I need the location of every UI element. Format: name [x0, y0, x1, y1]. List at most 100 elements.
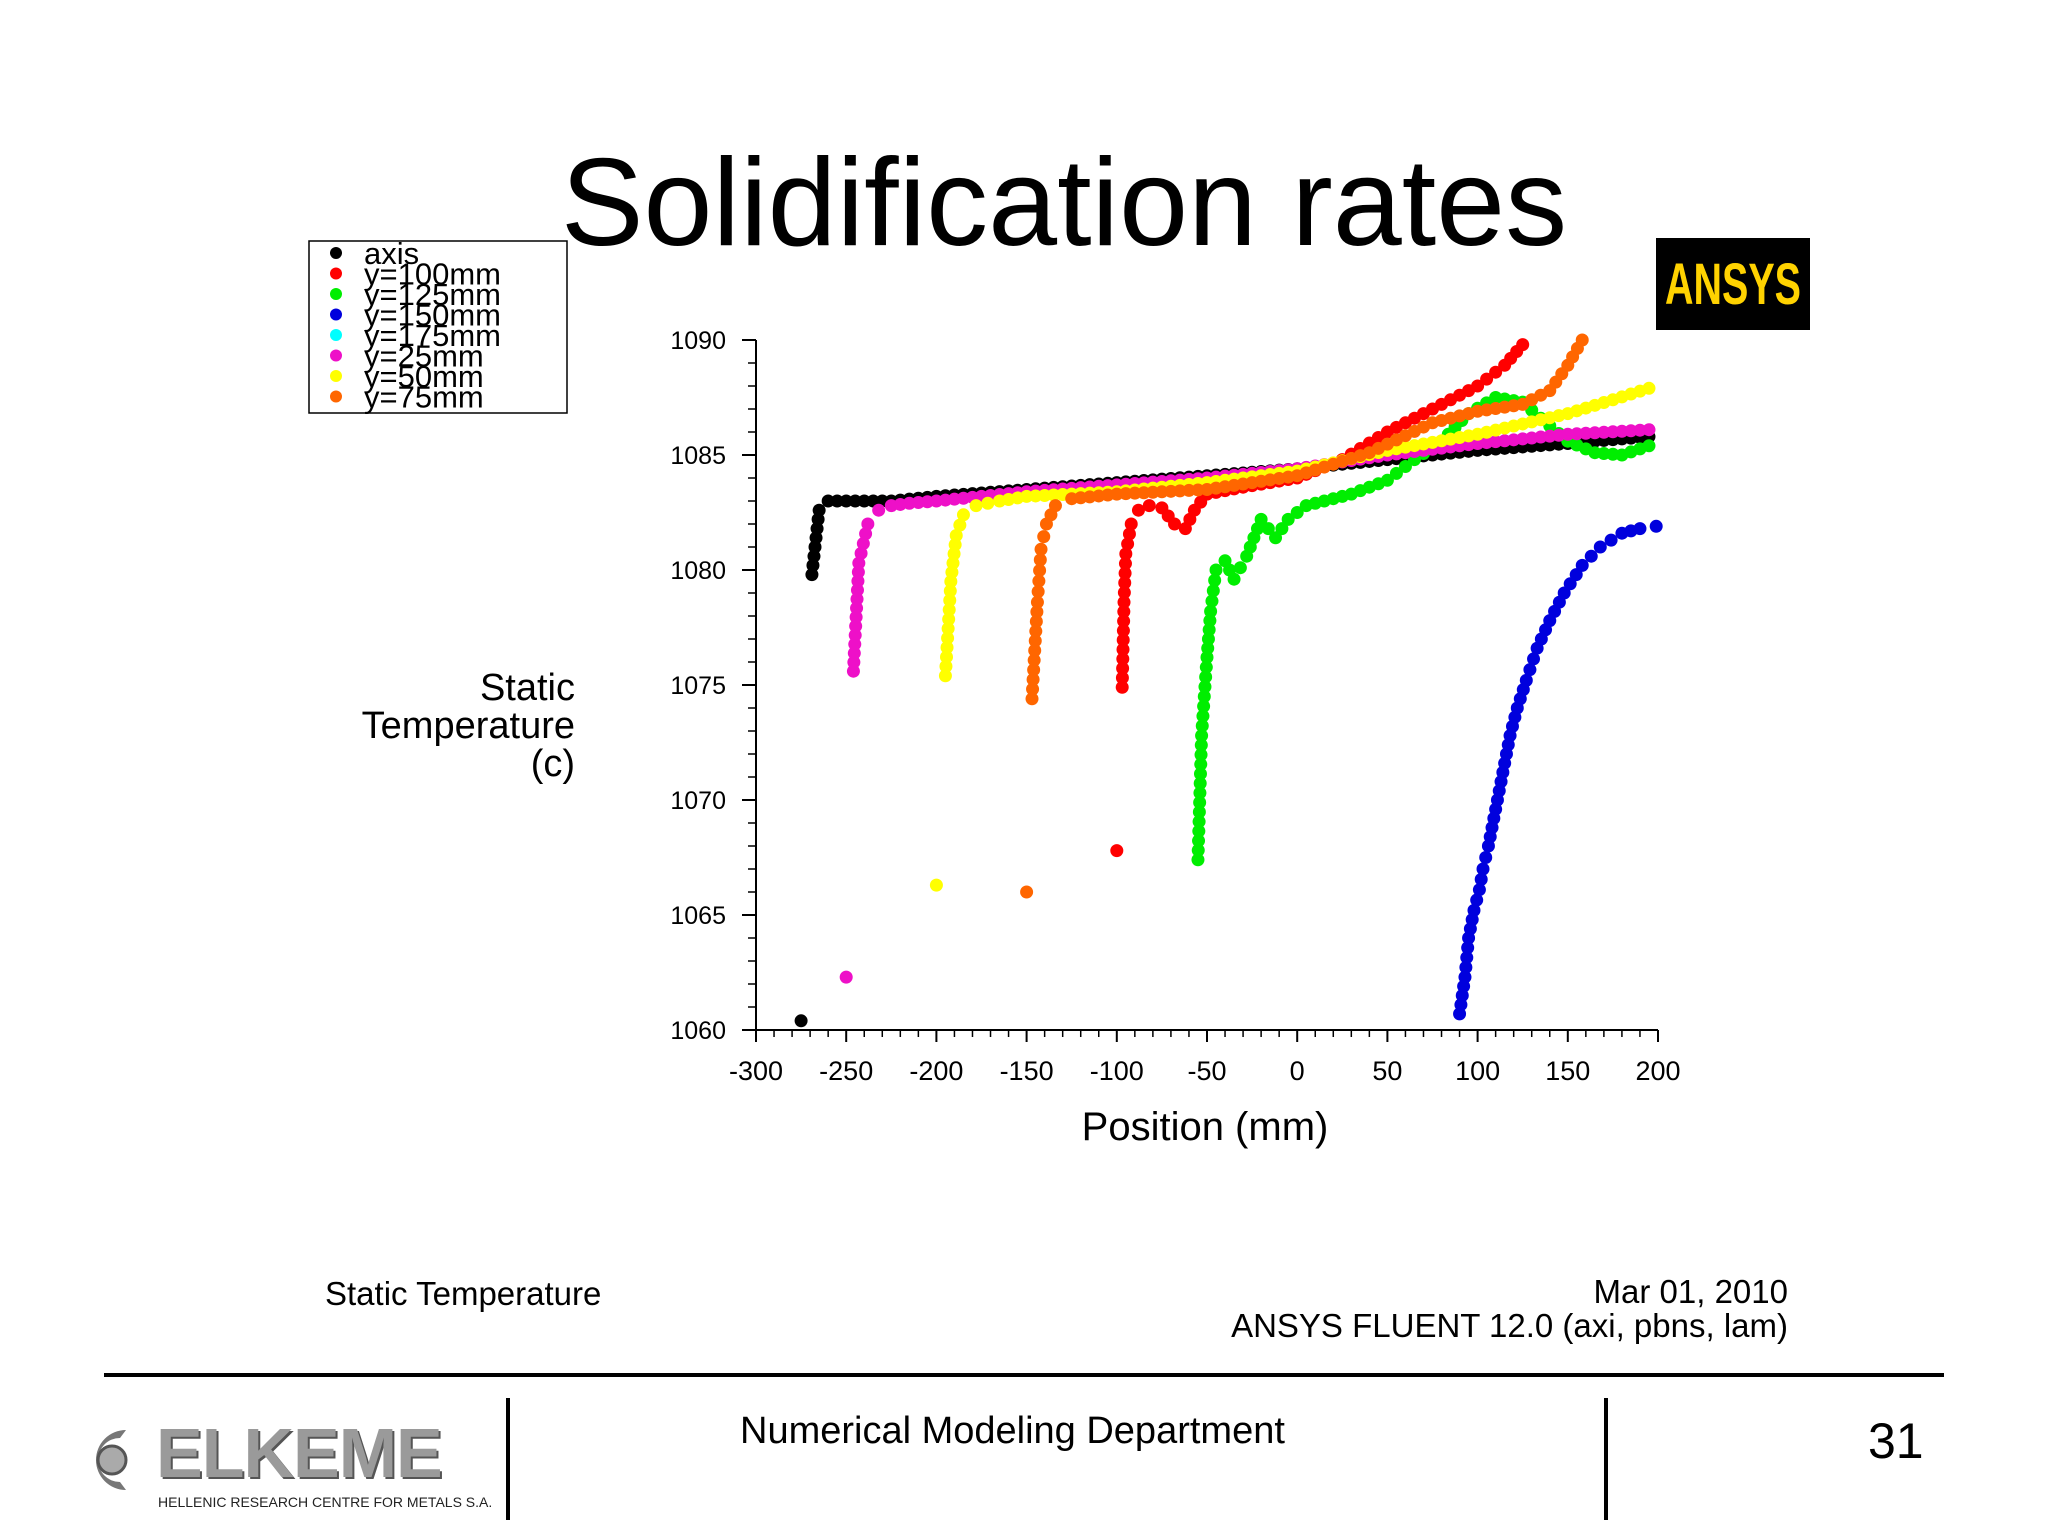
curve-marker — [1275, 522, 1289, 536]
x-tick-label: 50 — [1372, 1056, 1402, 1086]
curve-marker — [1461, 941, 1475, 955]
data-point — [1519, 673, 1533, 687]
y-tick-label: 1085 — [670, 442, 726, 470]
curve-marker — [1028, 634, 1042, 648]
curve-marker — [1116, 624, 1130, 638]
y-axis-label-line-1: Static — [480, 667, 575, 709]
chart-axes: 1060 1065 1070 1075 1080 1085 1090 -300 -250 -200… — [670, 327, 1680, 1086]
curve-marker — [1206, 584, 1220, 598]
data-point — [1025, 692, 1039, 706]
curve-marker — [940, 650, 954, 664]
data-point — [1227, 572, 1241, 586]
x-tick-label: 0 — [1290, 1056, 1305, 1086]
y-tick-label: 1070 — [670, 787, 726, 815]
data-point — [929, 878, 943, 892]
legend-label: y=175mm — [364, 318, 501, 353]
data-point — [1476, 862, 1490, 876]
curve-marker — [1489, 365, 1503, 379]
curve-marker — [859, 527, 873, 541]
data-point — [1557, 586, 1571, 600]
footer-rule — [104, 1373, 1944, 1377]
series-7 — [1020, 333, 1589, 899]
curve-marker — [1199, 670, 1213, 684]
data-point — [1471, 379, 1485, 393]
data-point — [1593, 540, 1607, 554]
curve-marker — [1192, 815, 1206, 829]
data-point — [1281, 512, 1295, 526]
data-point — [1642, 381, 1656, 395]
curve-marker — [1033, 553, 1047, 567]
curve-marker — [1196, 709, 1210, 723]
curve-marker — [942, 612, 956, 626]
curve-marker — [1197, 699, 1211, 713]
department-label: Numerical Modeling Department — [740, 1410, 1285, 1452]
footer-date: Mar 01, 2010 — [1593, 1273, 1788, 1310]
curve-marker — [941, 631, 955, 645]
curve-marker — [1398, 460, 1412, 473]
curve-marker — [1116, 652, 1130, 666]
data-point — [1115, 680, 1129, 694]
x-tick-label: -50 — [1187, 1056, 1226, 1086]
data-point — [1380, 473, 1394, 487]
elkeme-emblem-icon — [96, 1430, 128, 1490]
x-tick-label: -100 — [1090, 1056, 1144, 1086]
legend-marker — [330, 329, 342, 341]
curve-marker — [1029, 624, 1043, 638]
data-point — [861, 517, 875, 531]
y-axis-label-line-3: (c) — [531, 743, 575, 785]
legend-label: y=100mm — [364, 257, 501, 292]
legend-label: axis — [364, 236, 419, 271]
curve-marker — [943, 584, 957, 598]
data-point — [1030, 595, 1044, 609]
data-point — [1516, 338, 1530, 352]
data-point — [1209, 563, 1223, 577]
data-point — [1467, 903, 1481, 917]
x-tick-label: 100 — [1455, 1056, 1500, 1086]
elkeme-logo: ELKEME HELLENIC RESEARCH CENTRE FOR META… — [74, 1410, 494, 1520]
curve-marker — [1026, 682, 1040, 696]
curve-marker — [1474, 872, 1488, 886]
curve-marker — [1116, 633, 1130, 647]
curve-marker — [1459, 960, 1473, 974]
curve-marker — [940, 641, 954, 655]
legend-label: y=150mm — [364, 298, 501, 333]
footer-divider-left — [506, 1398, 510, 1520]
legend: axisy=100mmy=125mmy=150mmy=175mmy=25mmy=… — [308, 236, 568, 415]
curve-marker — [1192, 824, 1206, 838]
curve-marker — [1037, 530, 1051, 544]
curve-marker — [1033, 563, 1047, 577]
curve-marker — [1460, 951, 1474, 965]
data-point — [1254, 512, 1268, 526]
footer-software: ANSYS FLUENT 12.0 (axi, pbns, lam) — [1231, 1307, 1788, 1344]
data-point — [1649, 519, 1663, 533]
curve-marker — [1116, 661, 1130, 675]
elkeme-subtitle: HELLENIC RESEARCH CENTRE FOR METALS S.A. — [158, 1494, 493, 1510]
curve-marker — [1193, 767, 1207, 781]
data-point — [839, 494, 853, 508]
curve-marker — [1192, 805, 1206, 819]
curve-marker — [1118, 566, 1132, 580]
curve-marker — [1118, 576, 1132, 590]
legend-label: y=50mm — [364, 359, 484, 394]
curve-marker — [1118, 557, 1132, 571]
data-point — [830, 494, 844, 508]
footer-divider-right — [1604, 1398, 1608, 1520]
curve-marker — [1389, 466, 1403, 480]
curve-marker — [943, 593, 957, 607]
curve-marker — [1117, 605, 1131, 619]
curve-marker — [1208, 573, 1222, 587]
data-point — [1117, 595, 1131, 609]
data-point — [1269, 531, 1283, 545]
slide-title: Solidification rates — [560, 134, 1568, 272]
legend-marker — [330, 308, 342, 321]
curve-marker — [1233, 561, 1247, 575]
curve-marker — [1115, 671, 1129, 685]
curve-marker — [1523, 663, 1537, 677]
series-5 — [839, 423, 1656, 984]
curve-marker — [1194, 757, 1208, 771]
data-point — [1575, 333, 1589, 347]
footer-quantity-label: Static Temperature — [325, 1275, 602, 1312]
x-tick-label: -200 — [909, 1056, 963, 1086]
data-point — [1458, 970, 1472, 984]
